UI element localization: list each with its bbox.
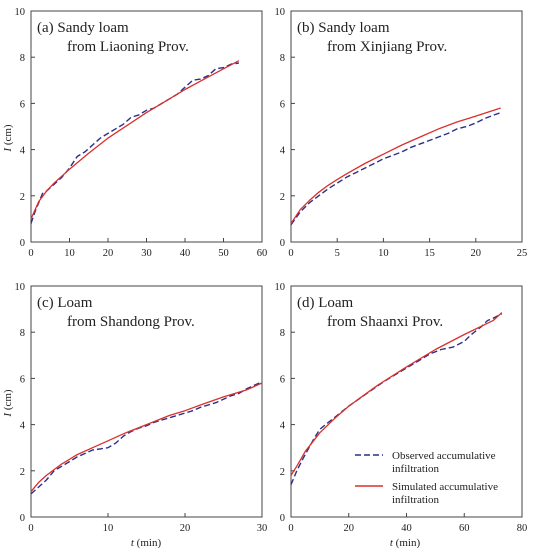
panel-a-x-tick-label-40: 40 — [180, 248, 191, 259]
panel-a-y-tick-label-8: 8 — [20, 53, 25, 64]
panel-c-y-tick-label-0: 0 — [20, 513, 25, 524]
panel-a-y-tick-label-6: 6 — [20, 99, 25, 110]
panel-d-y-tick-label-2: 2 — [280, 467, 285, 478]
panel-b-frame — [290, 10, 523, 243]
panel-b: 0 5 10 15 20 25 0 2 4 6 8 10 (b) Sandy loam from Xinj… — [275, 7, 528, 259]
panel-b-x-tick-label-5: 5 — [335, 248, 340, 259]
panel-c-x-tick-label-10: 10 — [103, 523, 114, 534]
panel-d-simulated-line — [290, 312, 503, 476]
panel-a-x-tick-label-20: 20 — [103, 248, 114, 259]
panel-c-observed-line — [30, 381, 263, 495]
panel-b-x-tick-label-15: 15 — [424, 248, 435, 259]
panel-a-y-tick-label-0: 0 — [20, 238, 25, 249]
panel-b-x-tick-label-20: 20 — [471, 248, 482, 259]
panel-b-x-tick-label-25: 25 — [517, 248, 528, 259]
panel-c: 0 10 20 30 0 2 4 6 8 10 (c) Loam from Shandong Prov… — [15, 282, 268, 534]
panel-b-x-tick-label-10: 10 — [378, 248, 389, 259]
panel-d-x-tick-label-20: 20 — [344, 523, 355, 534]
panel-a-x-tick-label-0: 0 — [28, 248, 33, 259]
panel-c-simulated-line — [30, 382, 263, 493]
panel-a-title-line1: (a) Sandy loam — [37, 20, 129, 36]
panel-b-y-tick-label-0: 0 — [280, 238, 285, 249]
legend-simulated-label-line1: Simulated accumulative — [392, 481, 498, 493]
panel-a-y-tick-label-10: 10 — [15, 7, 26, 18]
panel-d-x-tick-label-60: 60 — [459, 523, 470, 534]
panel-c-y-tick-label-4: 4 — [20, 421, 26, 432]
panel-b-y-tick-label-6: 6 — [280, 99, 285, 110]
y-axis-label-bottom: I (cm) — [2, 389, 14, 418]
panel-c-frame — [30, 285, 263, 518]
legend-simulated-label-line2: infiltration — [392, 494, 440, 506]
panel-d-x-tick-label-0: 0 — [288, 523, 293, 534]
panel-d-x-tick-label-80: 80 — [517, 523, 528, 534]
x-axis-label-right: t (min) — [390, 537, 421, 549]
panel-d-y-tick-label-4: 4 — [280, 421, 286, 432]
panel-d-y-tick-label-8: 8 — [280, 328, 285, 339]
panel-d-title-line1: (d) Loam — [297, 295, 354, 311]
panel-d-y-tick-label-10: 10 — [275, 282, 286, 293]
x-axis-label-left: t (min) — [131, 537, 162, 549]
panel-c-y-tick-label-8: 8 — [20, 328, 25, 339]
panel-a-x-tick-label-50: 50 — [218, 248, 229, 259]
panel-b-y-tick-label-10: 10 — [275, 7, 286, 18]
panel-a-simulated-line — [30, 60, 240, 220]
panel-d-x-tick-label-40: 40 — [401, 523, 412, 534]
panel-d-observed-line — [290, 313, 503, 485]
panel-d-y-tick-label-6: 6 — [280, 374, 285, 385]
panel-c-y-tick-label-6: 6 — [20, 374, 25, 385]
panel-d-title-line2: from Shaanxi Prov. — [327, 314, 443, 330]
legend-observed-label-line2: infiltration — [392, 463, 440, 475]
panel-b-title-line2: from Xinjiang Prov. — [327, 39, 447, 55]
panel-d-y-tick-label-0: 0 — [280, 513, 285, 524]
panel-b-y-tick-label-4: 4 — [280, 146, 286, 157]
panel-c-x-tick-label-20: 20 — [180, 523, 191, 534]
panel-a-y-tick-label-2: 2 — [20, 192, 25, 203]
panel-c-x-tick-label-0: 0 — [28, 523, 33, 534]
legend: Observed accumulative infiltration Simul… — [355, 450, 498, 506]
panel-b-y-tick-label-8: 8 — [280, 53, 285, 64]
panel-a: 0 10 20 30 40 50 60 0 2 4 6 8 10 (a) Sandy loam from L… — [15, 7, 268, 259]
panel-b-simulated-line — [290, 107, 501, 224]
panel-c-y-tick-label-2: 2 — [20, 467, 25, 478]
panel-c-title-line2: from Shandong Prov. — [67, 314, 195, 330]
panel-a-title-line2: from Liaoning Prov. — [67, 39, 189, 55]
panel-d: 0 20 40 60 80 0 2 4 6 8 10 (d) Loam from Shaanxi Pro… — [275, 282, 528, 534]
panel-a-y-tick-label-4: 4 — [20, 146, 26, 157]
y-axis-label-top: I (cm) — [2, 124, 14, 153]
panel-b-x-tick-label-0: 0 — [288, 248, 293, 259]
legend-observed-label-line1: Observed accumulative — [392, 450, 496, 462]
panel-c-x-tick-label-30: 30 — [257, 523, 268, 534]
panel-b-y-tick-label-2: 2 — [280, 192, 285, 203]
panel-c-title-line1: (c) Loam — [37, 295, 93, 311]
panel-a-x-tick-label-30: 30 — [141, 248, 152, 259]
panel-b-title-line1: (b) Sandy loam — [297, 20, 390, 36]
panel-a-observed-line — [30, 62, 239, 224]
panel-b-observed-line — [290, 111, 501, 226]
panel-a-x-tick-label-60: 60 — [257, 248, 268, 259]
panel-a-x-tick-label-10: 10 — [64, 248, 75, 259]
panel-c-y-tick-label-10: 10 — [15, 282, 26, 293]
